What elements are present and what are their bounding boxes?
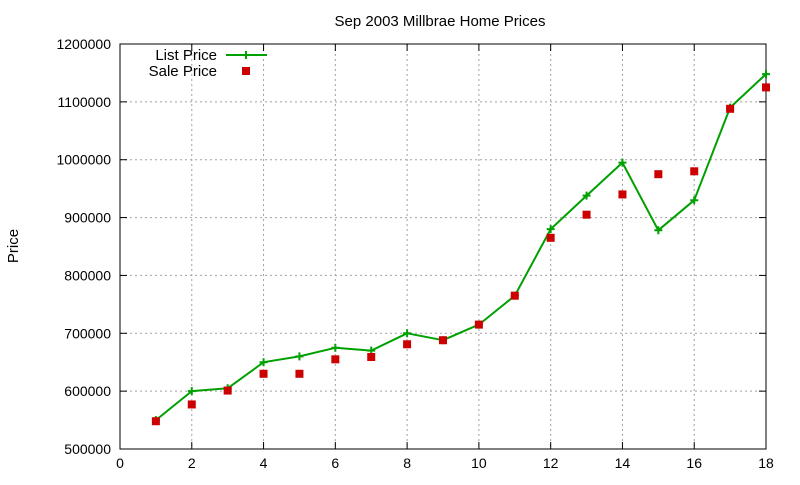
- x-tick-label: 4: [260, 455, 268, 471]
- list-price-point: [690, 196, 699, 205]
- legend-marker-swatch: [242, 51, 250, 59]
- x-tick-label: 6: [331, 455, 339, 471]
- sale-price-point: [259, 369, 268, 378]
- list-price-point: [618, 158, 627, 167]
- sale-price-point: [403, 340, 412, 349]
- y-tick-label: 1200000: [56, 36, 111, 52]
- sale-price-point: [654, 170, 663, 179]
- sale-price-point: [331, 355, 340, 364]
- y-tick-label: 700000: [64, 325, 111, 341]
- list-price-point: [259, 358, 268, 367]
- list-price-point: [582, 191, 591, 200]
- series: [151, 70, 770, 426]
- list-price-point: [546, 225, 555, 234]
- x-tick-label: 8: [403, 455, 411, 471]
- list-price-point: [331, 343, 340, 352]
- list-price-point: [762, 70, 770, 79]
- legend-label: List Price: [155, 47, 217, 64]
- sale-price-point: [690, 167, 699, 176]
- sale-price-point: [618, 190, 627, 199]
- chart-title: Sep 2003 Millbrae Home Prices: [335, 13, 546, 30]
- x-tick-label: 2: [188, 455, 196, 471]
- sale-price-point: [726, 104, 735, 113]
- sale-price-point: [295, 369, 304, 378]
- legend-marker-swatch: [242, 67, 250, 75]
- y-tick-label: 600000: [64, 383, 111, 399]
- sale-price-point: [474, 320, 483, 329]
- x-tick-label: 12: [543, 455, 559, 471]
- x-tick-label: 0: [116, 455, 124, 471]
- sale-price-point: [762, 83, 770, 92]
- legend-label: Sale Price: [149, 63, 217, 80]
- sale-price-point: [223, 386, 232, 395]
- sale-price-point: [187, 400, 196, 409]
- list-price-point: [654, 226, 663, 235]
- series-1: [151, 83, 770, 426]
- x-tick-label: 10: [471, 455, 487, 471]
- sale-price-point: [367, 353, 376, 362]
- x-tick-label: 14: [615, 455, 631, 471]
- axis-ticks: 0 2 4 6 8 10 12 14 16 18 500000 600000 700000 800000 9…: [56, 36, 774, 471]
- sale-price-point: [546, 233, 555, 242]
- list-price-point: [295, 352, 304, 361]
- sale-price-point: [439, 336, 447, 345]
- list-price-line: [155, 73, 767, 421]
- x-tick-label: 16: [686, 455, 702, 471]
- y-tick-label: 1000000: [56, 152, 111, 168]
- y-tick-label: 500000: [64, 441, 111, 457]
- sale-price-point: [510, 291, 519, 300]
- sale-price-point: [151, 417, 160, 426]
- plot-frame: [119, 43, 767, 450]
- list-price-point: [403, 329, 412, 338]
- list-price-point: [187, 387, 196, 396]
- y-tick-label: 900000: [64, 210, 111, 226]
- series-0: [151, 70, 770, 425]
- y-tick-label: 800000: [64, 267, 111, 283]
- y-axis-label: Price: [5, 229, 22, 263]
- sale-price-point: [582, 210, 591, 219]
- x-tick-label: 18: [758, 455, 774, 471]
- y-tick-label: 1100000: [58, 94, 112, 110]
